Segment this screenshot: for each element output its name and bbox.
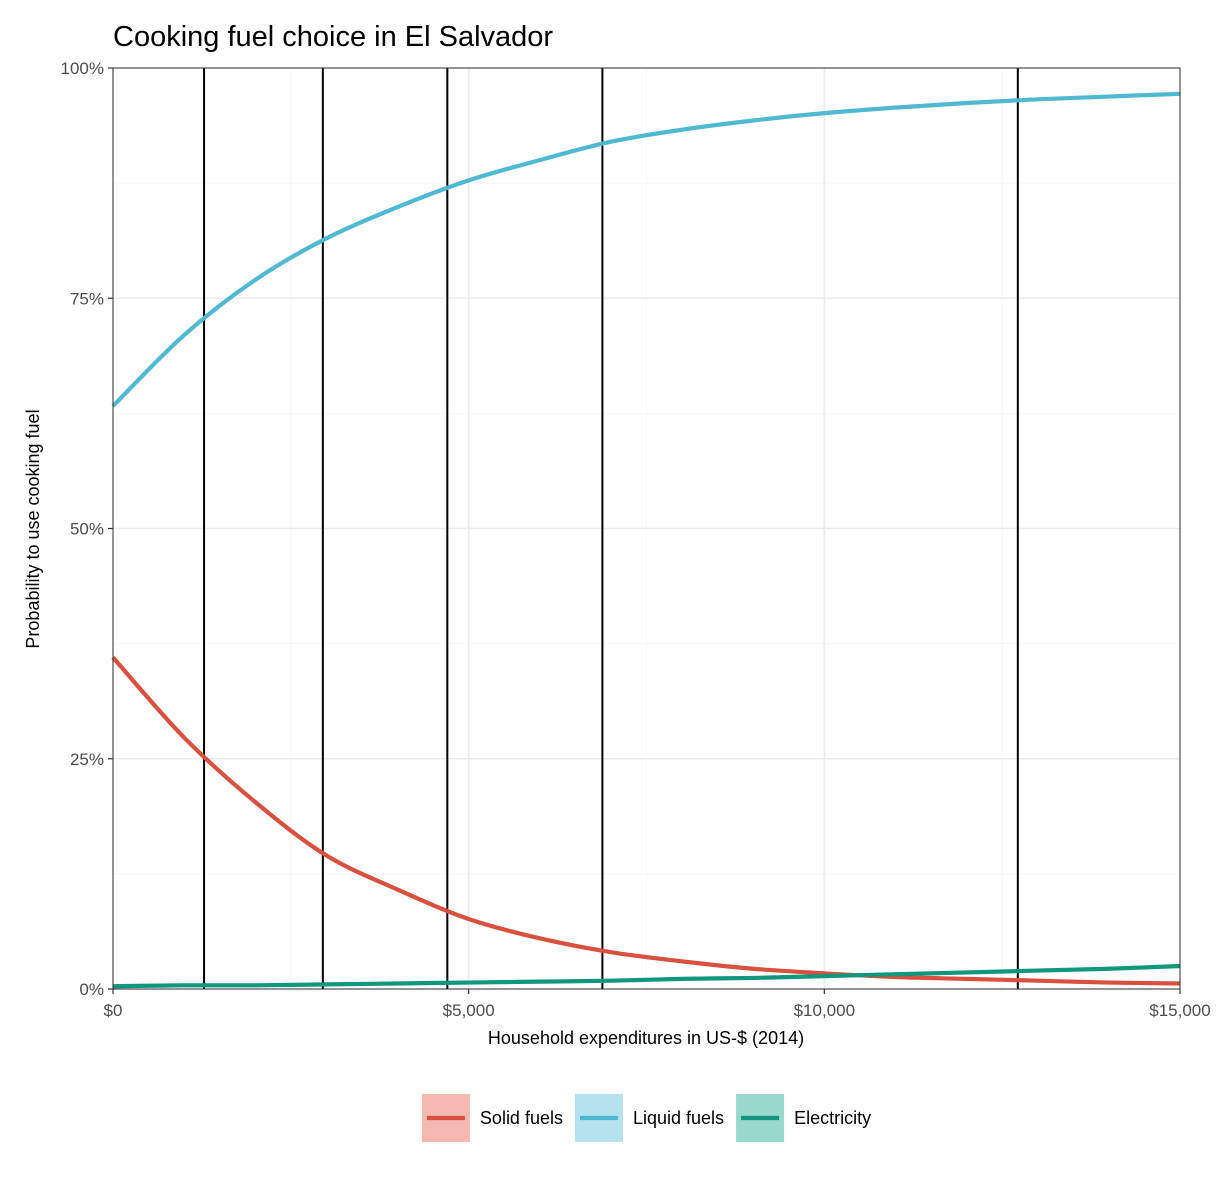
grid — [112, 67, 1181, 990]
y-tick-label: 25% — [70, 750, 104, 769]
vertical-reference-lines — [203, 68, 1019, 989]
y-tick-label: 75% — [70, 289, 104, 308]
series-line-liquid-fuels — [111, 91, 1181, 408]
x-axis-title: Household expenditures in US-$ (2014) — [488, 1028, 804, 1048]
x-tick-label: $0 — [104, 1001, 123, 1020]
y-tick-label: 0% — [79, 980, 104, 999]
x-tick-label: $15,000 — [1149, 1001, 1210, 1020]
chart-title: Cooking fuel choice in El Salvador — [113, 21, 553, 53]
series-lines — [111, 91, 1181, 989]
x-tick-label: $5,000 — [443, 1001, 495, 1020]
legend-label-solid-fuels: Solid fuels — [480, 1108, 563, 1128]
y-tick-label: 50% — [70, 520, 104, 539]
series-line-electricity — [112, 963, 1181, 989]
plot-area — [111, 67, 1181, 990]
x-tick-label: $10,000 — [794, 1001, 855, 1020]
x-axis-ticks: $0 $5,000 $10,000 $15,000 — [104, 989, 1211, 1020]
legend-label-liquid-fuels: Liquid fuels — [633, 1108, 724, 1128]
y-axis-title: Probability to use cooking fuel — [23, 409, 43, 648]
series-line-solid-fuels — [111, 656, 1181, 986]
legend: Solid fuels Liquid fuels Electricity — [421, 1094, 871, 1142]
y-tick-label: 100% — [61, 59, 104, 78]
y-axis-ticks: 0% 25% 50% 75% 100% — [61, 59, 113, 999]
legend-label-electricity: Electricity — [794, 1108, 871, 1128]
